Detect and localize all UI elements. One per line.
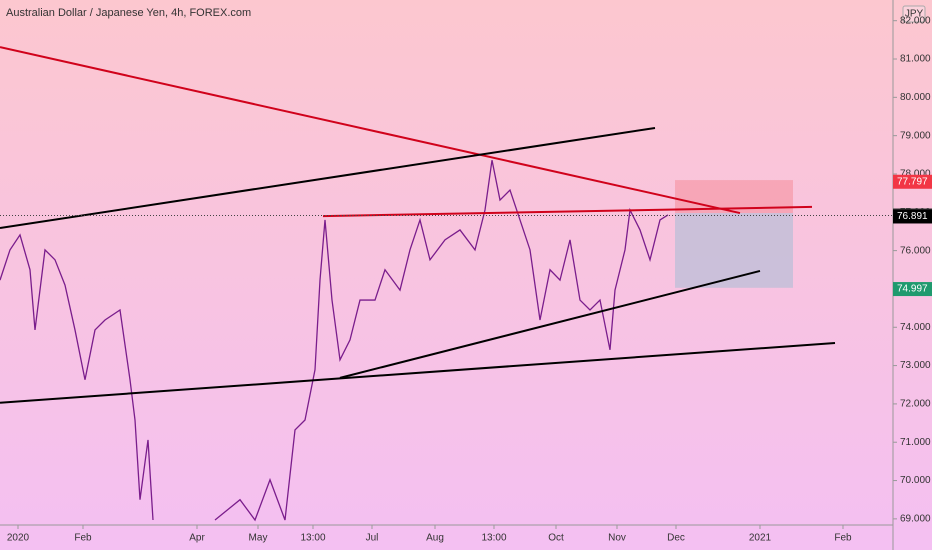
price-label-bg bbox=[893, 282, 932, 297]
y-tick-label: 71.000 bbox=[900, 437, 931, 448]
x-tick-label: Apr bbox=[189, 533, 205, 544]
y-tick-label: 82.000 bbox=[900, 15, 931, 26]
x-tick-label: 2021 bbox=[749, 533, 772, 544]
x-tick-label: Jul bbox=[366, 533, 379, 544]
price-label-bg bbox=[893, 209, 932, 224]
y-tick-label: 70.000 bbox=[900, 475, 931, 486]
unit-badge[interactable] bbox=[902, 5, 926, 23]
y-tick-label: 76.000 bbox=[900, 245, 931, 256]
y-tick-label: 79.000 bbox=[900, 130, 931, 141]
y-tick-label: 81.000 bbox=[900, 54, 931, 65]
x-tick-label: Feb bbox=[834, 533, 852, 544]
y-tick-label: 72.000 bbox=[900, 399, 931, 410]
price-line bbox=[0, 160, 669, 522]
x-tick-label: 13:00 bbox=[300, 533, 325, 544]
x-tick-label: 2020 bbox=[7, 533, 30, 544]
y-tick-label: 78.000 bbox=[900, 169, 931, 180]
x-tick-label: Dec bbox=[667, 533, 685, 544]
price-label: 77.797 bbox=[897, 176, 928, 187]
y-tick-label: 80.000 bbox=[900, 92, 931, 103]
x-tick-label: Aug bbox=[426, 533, 444, 544]
x-tick-label: Nov bbox=[608, 533, 626, 544]
trendline bbox=[339, 269, 761, 379]
trendline bbox=[0, 341, 836, 404]
y-tick-label: 74.000 bbox=[900, 322, 931, 333]
chart-title: Australian Dollar / Japanese Yen, 4h, FO… bbox=[6, 7, 251, 19]
trendline bbox=[322, 205, 813, 218]
price-label: 74.997 bbox=[897, 284, 928, 295]
y-tick-label: 73.000 bbox=[900, 360, 931, 371]
unit-label: JPY bbox=[905, 9, 924, 20]
zone bbox=[675, 213, 793, 288]
x-tick-label: Oct bbox=[548, 533, 564, 544]
x-tick-label: 13:00 bbox=[481, 533, 506, 544]
price-label-bg bbox=[893, 174, 932, 189]
trendline bbox=[0, 127, 656, 229]
x-tick-label: May bbox=[249, 533, 268, 544]
price-label: 76.891 bbox=[897, 211, 928, 222]
trendline bbox=[0, 46, 741, 215]
x-tick-label: Feb bbox=[74, 533, 92, 544]
y-tick-label: 69.000 bbox=[900, 514, 931, 525]
